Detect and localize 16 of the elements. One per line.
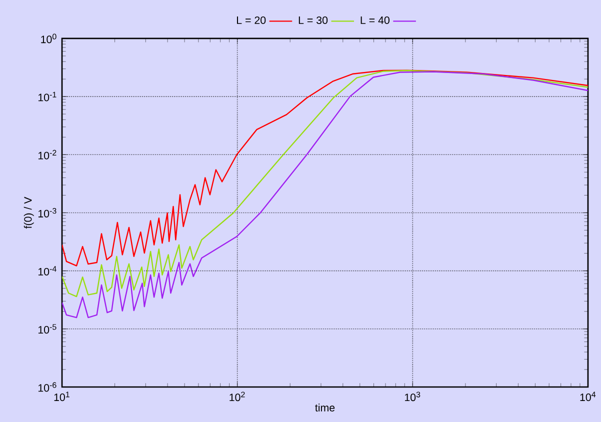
y-tick-label: 10$^{-2}$ <box>38 150 56 160</box>
x-tick-label: 10$^{3}$ <box>404 392 420 402</box>
y-tick-label: 10$^{-1}$ <box>38 92 56 102</box>
x-tick-label: 10$^{2}$ <box>230 392 245 402</box>
y-tick-label: 10$^{-4}$ <box>38 266 56 276</box>
legend-label: L = 40 <box>360 16 390 24</box>
y-axis-title: f(0) / V <box>24 196 34 229</box>
x-axis-title: time <box>315 404 335 412</box>
x-tick-label: 10$^{1}$ <box>54 392 70 402</box>
legend-label: L = 20 <box>237 16 266 24</box>
y-tick-label: 10$^{-5}$ <box>38 324 56 334</box>
y-tick-label: 10$^{-3}$ <box>38 208 56 218</box>
legend-label: L = 30 <box>298 16 328 24</box>
y-tick-label: 10$^{-6}$ <box>38 382 56 392</box>
x-tick-label: 10$^{4}$ <box>580 392 596 402</box>
y-tick-label: 10$^{0}$ <box>41 34 56 44</box>
